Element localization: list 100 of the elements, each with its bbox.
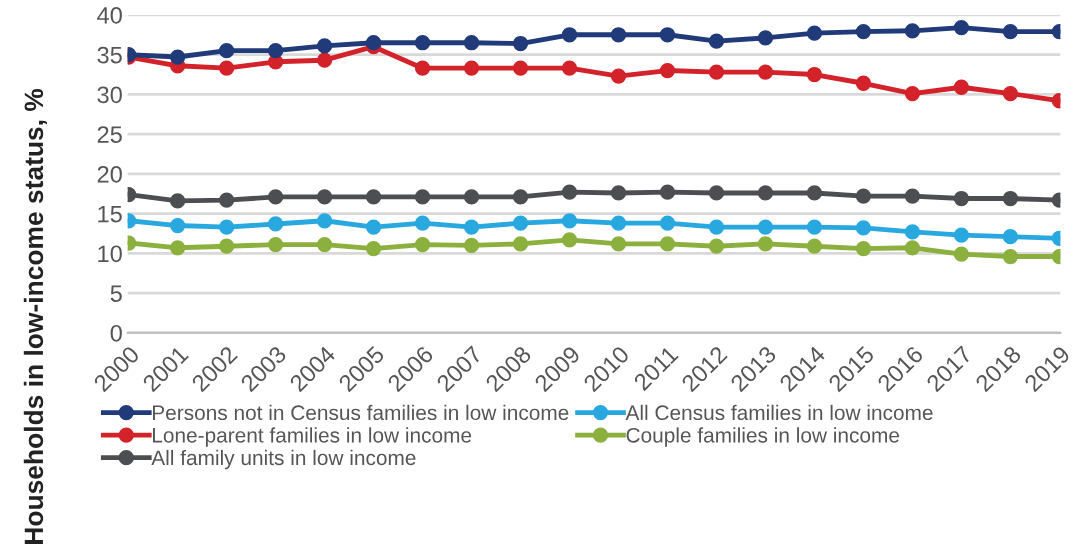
point	[365, 189, 382, 205]
legend-label: Lone-parent families in low income	[152, 427, 472, 447]
y-tick-label: 15	[98, 205, 122, 223]
point	[953, 19, 970, 36]
point	[757, 64, 774, 80]
point	[1002, 23, 1019, 40]
y-tick-label: 40	[97, 6, 122, 24]
point	[757, 30, 774, 46]
point	[757, 185, 774, 201]
point	[904, 240, 921, 256]
point	[659, 236, 676, 252]
point	[414, 236, 431, 253]
point	[855, 23, 872, 40]
point	[463, 60, 480, 76]
point	[218, 60, 235, 76]
point	[806, 238, 823, 254]
point	[904, 224, 921, 240]
point	[806, 66, 823, 83]
point	[610, 27, 627, 43]
point	[708, 238, 725, 254]
y-tick-label: 20	[97, 165, 122, 183]
point	[316, 189, 333, 205]
point	[267, 236, 284, 253]
point	[904, 85, 921, 102]
legend-label: Couple families in low income	[626, 427, 900, 447]
point	[855, 188, 872, 204]
point	[170, 240, 186, 256]
point	[953, 190, 970, 207]
point	[218, 238, 235, 254]
point	[316, 236, 333, 253]
point	[1002, 85, 1019, 102]
point	[561, 213, 578, 229]
point	[806, 25, 823, 41]
legend-label: Persons not in Census families in low income	[152, 404, 569, 421]
point	[463, 189, 480, 205]
point	[218, 192, 235, 208]
point	[414, 35, 431, 51]
point	[267, 43, 284, 59]
point	[218, 43, 235, 59]
point	[610, 236, 627, 252]
point	[170, 193, 186, 209]
point	[561, 184, 578, 200]
point	[414, 189, 431, 205]
point	[1002, 248, 1019, 265]
point	[904, 23, 921, 39]
point	[708, 64, 725, 80]
point	[757, 236, 774, 252]
point	[463, 219, 480, 235]
point	[855, 75, 872, 91]
point	[316, 52, 333, 68]
point	[708, 185, 725, 201]
point	[316, 213, 333, 229]
point	[365, 35, 382, 51]
point	[659, 62, 676, 79]
point	[365, 240, 382, 257]
point	[806, 185, 823, 201]
y-axis-title: Households in low-income status, %	[23, 88, 48, 544]
point	[512, 236, 529, 252]
point	[218, 219, 235, 235]
y-tick-label: 35	[97, 46, 122, 64]
point	[1002, 190, 1019, 207]
point	[561, 60, 578, 76]
point	[855, 220, 872, 236]
point	[610, 215, 627, 231]
point	[414, 215, 431, 231]
point	[806, 219, 823, 235]
point	[953, 79, 970, 95]
point	[170, 49, 186, 65]
point	[316, 38, 333, 54]
point	[904, 188, 921, 204]
point	[512, 189, 529, 205]
point	[463, 237, 480, 254]
point	[267, 189, 284, 205]
point	[610, 185, 627, 201]
point	[659, 27, 676, 43]
point	[708, 33, 725, 49]
point	[365, 219, 382, 235]
y-tick-label: 30	[97, 86, 122, 104]
point	[953, 227, 970, 243]
point	[512, 60, 529, 76]
legend-label: All Census families in low income	[625, 404, 933, 421]
point	[170, 217, 186, 234]
point	[463, 35, 480, 51]
y-tick-label: 5	[110, 285, 122, 302]
point	[561, 232, 578, 248]
point	[659, 215, 676, 231]
y-tick-label: 0	[110, 324, 122, 342]
point	[953, 246, 970, 262]
point	[757, 219, 774, 235]
point	[659, 184, 676, 200]
point	[855, 240, 872, 257]
point	[512, 35, 529, 52]
point	[267, 216, 284, 232]
point	[1002, 229, 1019, 245]
point	[610, 68, 627, 84]
y-tick-label: 10	[98, 245, 122, 263]
y-tick-label: 25	[97, 126, 122, 143]
point	[708, 219, 725, 235]
point	[561, 27, 578, 43]
legend-label: All family units in low income	[151, 449, 416, 470]
